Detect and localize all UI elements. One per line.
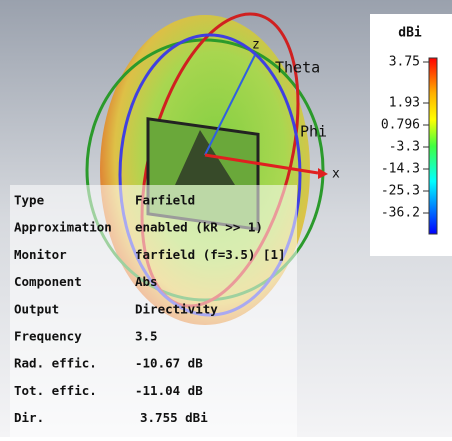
axis-labels: z Theta Phi x xyxy=(252,38,340,182)
row-key: Approximation xyxy=(14,220,112,235)
colorbar-label: 1.93 xyxy=(389,96,420,111)
colorbar-unit: dBi xyxy=(398,26,422,41)
row-value: farfield (f=3.5) [1] xyxy=(135,247,286,262)
colorbar: dBi 3.75 1.93 0.796 -3.3 -14.3 -25.3 -36.2 xyxy=(370,14,452,256)
row-value: -11.04 dB xyxy=(135,383,203,398)
colorbar-label: -14.3 xyxy=(381,162,420,177)
row-key: Component xyxy=(14,274,82,289)
row-value: -10.67 dB xyxy=(135,356,203,371)
row-key: Type xyxy=(14,193,45,208)
row-value: enabled (kR >> 1) xyxy=(135,220,263,235)
colorbar-panel xyxy=(370,14,452,256)
row-key: Rad. effic. xyxy=(14,356,97,371)
colorbar-label: -25.3 xyxy=(381,184,420,199)
row-value: 3.755 dBi xyxy=(140,410,208,425)
colorbar-label: -3.3 xyxy=(389,140,420,155)
axis-label: Phi xyxy=(300,123,327,141)
row-key: Output xyxy=(14,301,59,316)
row-key: Frequency xyxy=(14,329,82,344)
axis-label: x xyxy=(332,167,340,182)
row-value: 3.5 xyxy=(135,329,158,344)
axis-label: z xyxy=(252,38,260,53)
row-key: Dir. xyxy=(14,410,44,425)
info-panel xyxy=(10,185,297,437)
colorbar-label: -36.2 xyxy=(381,206,420,221)
row-key: Monitor xyxy=(14,247,67,262)
axis-label: Theta xyxy=(275,59,320,77)
colorbar-label: 3.75 xyxy=(389,55,420,70)
colorbar-scale xyxy=(428,57,438,235)
colorbar-label: 0.796 xyxy=(381,118,420,133)
row-value: Directivity xyxy=(135,301,218,316)
row-value: Abs xyxy=(135,274,158,289)
row-value: Farfield xyxy=(135,193,195,208)
info-table: Type Farfield Approximation enabled (kR >> … xyxy=(14,193,286,426)
row-key: Tot. effic. xyxy=(14,383,97,398)
